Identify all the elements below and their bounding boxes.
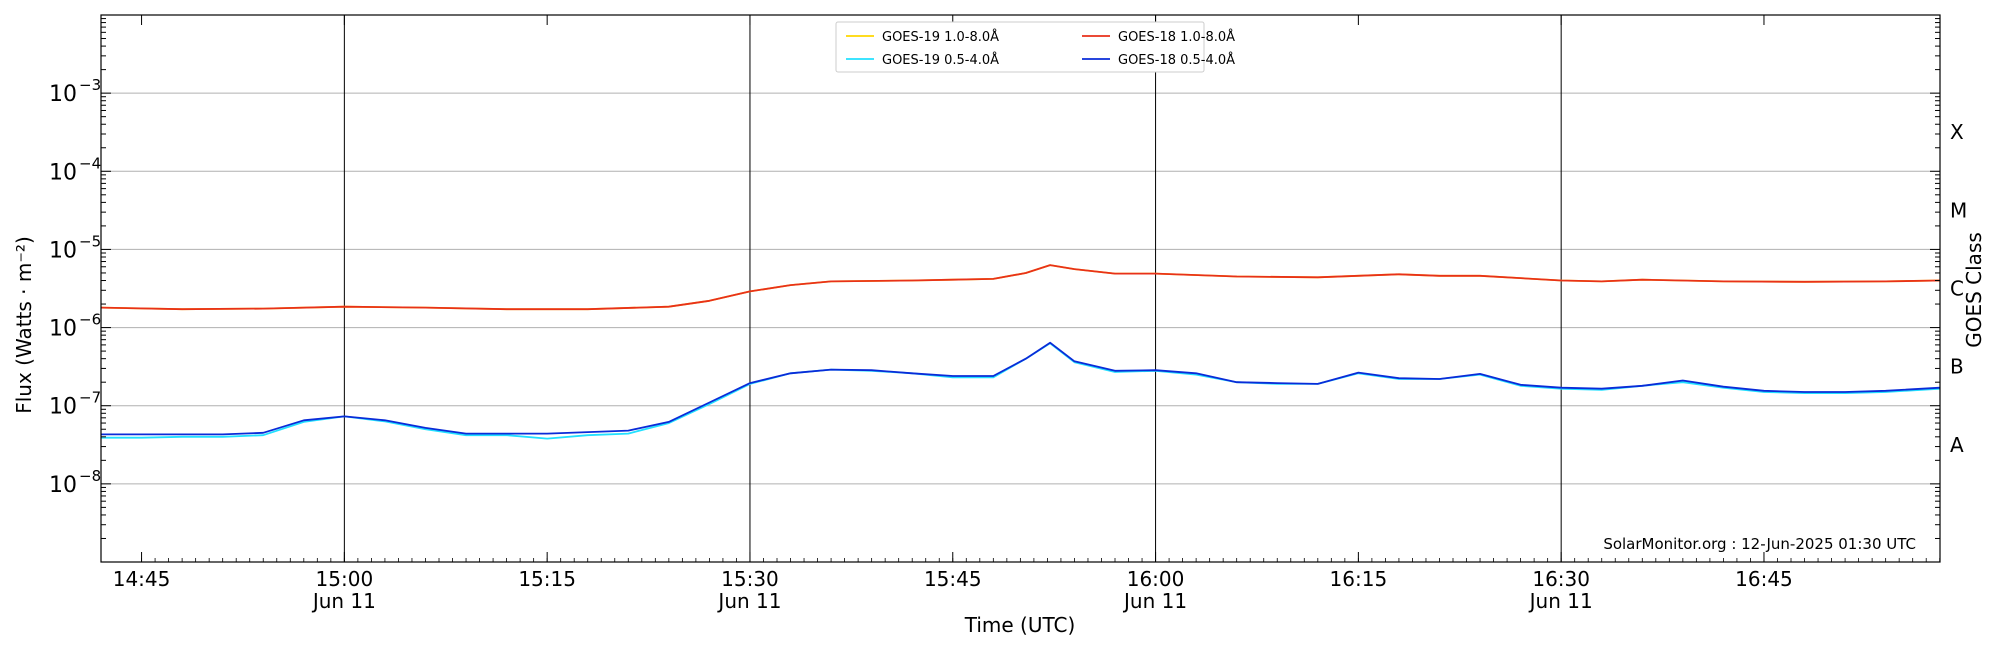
- credit-text: SolarMonitor.org : 12-Jun-2025 01:30 UTC: [1603, 535, 1916, 553]
- series-line-0: [100, 264, 1941, 311]
- x-tick-label: 15:00: [316, 567, 374, 591]
- x-tick-label: 15:15: [518, 567, 576, 591]
- y-axis-label: Flux (Watts · m⁻²): [12, 236, 36, 414]
- x-tick-label: 16:00: [1127, 567, 1185, 591]
- x-tick-label: 16:45: [1735, 567, 1793, 591]
- goes-class-labels: A B C M X: [1950, 120, 1967, 457]
- series-line-3: [101, 341, 1941, 436]
- goes-class-label: M: [1950, 198, 1967, 222]
- y-tick-label: 10: [49, 238, 77, 263]
- right-axis-label: GOES Class: [1962, 232, 1986, 348]
- goes-class-label: B: [1950, 355, 1964, 379]
- x-tick-label: 16:30: [1532, 567, 1590, 591]
- x-axis-label: Time (UTC): [964, 613, 1076, 637]
- y-tick-exponent: −7: [79, 389, 101, 407]
- y-tick-label: 10: [49, 82, 77, 107]
- grid-lines: [101, 92, 1940, 485]
- goes-class-label: C: [1950, 277, 1964, 301]
- y-tick-label: 10: [49, 395, 77, 420]
- x-tick-label: 15:30: [721, 567, 779, 591]
- x-tick-sublabel: Jun 11: [716, 589, 781, 613]
- y-tick-exponent: −6: [79, 311, 101, 329]
- x-tick-label: 16:15: [1330, 567, 1388, 591]
- x-tick-sublabel: Jun 11: [1528, 589, 1593, 613]
- legend-label: GOES-19 0.5-4.0Å: [882, 52, 999, 68]
- series-line-2: [101, 342, 1941, 440]
- day-vertical-lines: [343, 15, 1562, 562]
- flux-series: [100, 264, 1941, 440]
- axis-ticks: [101, 15, 1941, 562]
- legend-label: GOES-19 1.0-8.0Å: [882, 29, 999, 45]
- legend-label: GOES-18 1.0-8.0Å: [1118, 29, 1235, 45]
- y-tick-exponent: −8: [79, 467, 101, 485]
- y-tick-label: 10: [49, 317, 77, 342]
- legend-label: GOES-18 0.5-4.0Å: [1118, 52, 1235, 68]
- y-tick-exponent: −5: [79, 232, 101, 250]
- x-tick-label: 15:45: [924, 567, 982, 591]
- plot-frame: [100, 14, 1941, 563]
- y-tick-label: 10: [49, 473, 77, 498]
- x-tick-sublabel: Jun 11: [311, 589, 376, 613]
- legend-box: [835, 21, 1205, 73]
- x-tick-label: 14:45: [113, 567, 171, 591]
- series-line-1: [100, 264, 1941, 311]
- y-tick-label: 10: [49, 160, 77, 185]
- y-tick-labels: 10−810−710−610−510−410−3: [49, 76, 101, 498]
- goes-class-label: A: [1950, 433, 1964, 457]
- x-tick-sublabel: Jun 11: [1122, 589, 1187, 613]
- y-tick-exponent: −4: [79, 154, 101, 172]
- y-tick-exponent: −3: [79, 76, 101, 94]
- legend: GOES-19 1.0-8.0Å GOES-19 0.5-4.0Å GOES-18 …: [835, 21, 1235, 73]
- goes-class-label: X: [1950, 120, 1964, 144]
